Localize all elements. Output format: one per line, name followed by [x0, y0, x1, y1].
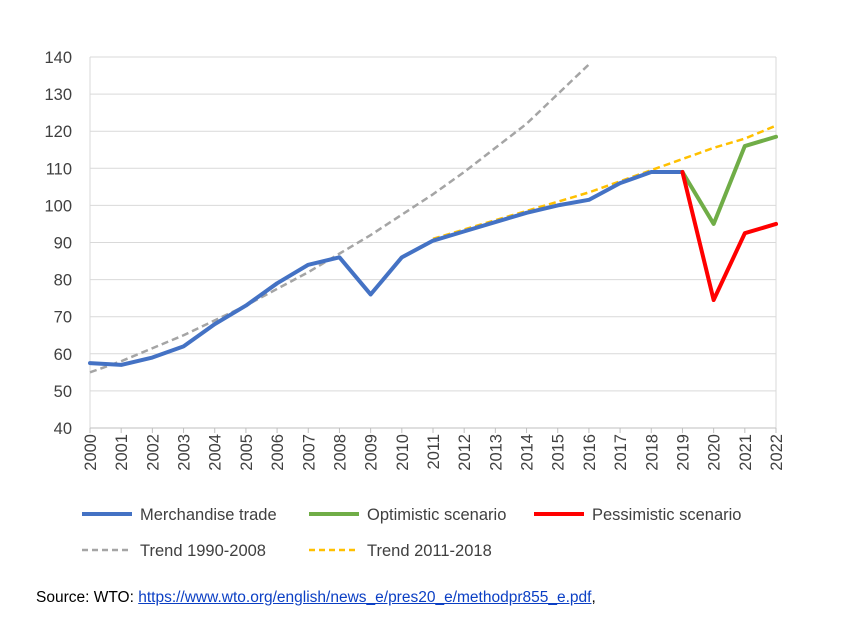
x-tick-label-2000: 2000: [82, 434, 100, 471]
x-tick-label-2022: 2022: [768, 434, 786, 471]
x-tick-label-2021: 2021: [737, 434, 755, 471]
legend-label-trend-2011-2018: Trend 2011-2018: [367, 542, 492, 560]
x-tick-label-2001: 2001: [113, 434, 131, 471]
y-tick-label-50: 50: [54, 383, 72, 401]
legend-label-trend-1990-2008: Trend 1990-2008: [140, 542, 266, 560]
x-tick-label-2003: 2003: [176, 434, 194, 471]
x-tick-label-2007: 2007: [300, 434, 318, 471]
source-link[interactable]: https://www.wto.org/english/news_e/pres2…: [138, 589, 592, 606]
x-tick-label-2002: 2002: [144, 434, 162, 471]
y-tick-label-70: 70: [54, 309, 72, 327]
y-tick-label-140: 140: [44, 49, 72, 67]
x-tick-label-2009: 2009: [363, 434, 381, 471]
legend-label-pessimistic-scenario: Pessimistic scenario: [592, 506, 741, 524]
x-tick-label-2015: 2015: [550, 434, 568, 471]
source-suffix: ,: [591, 589, 596, 606]
x-tick-label-2018: 2018: [643, 434, 661, 471]
y-tick-label-110: 110: [46, 160, 72, 178]
y-tick-label-40: 40: [54, 420, 72, 438]
series-line-pessimistic-scenario: [680, 170, 778, 302]
legend-item-merchandise-trade: Merchandise trade: [82, 506, 277, 524]
x-tick-label-2013: 2013: [487, 434, 505, 471]
x-tick-label-2019: 2019: [674, 434, 692, 471]
legend-item-trend-1990-2008: Trend 1990-2008: [82, 542, 266, 560]
x-tick-label-2017: 2017: [612, 434, 630, 471]
x-tick-label-2016: 2016: [581, 434, 599, 471]
x-tick-label-2010: 2010: [394, 434, 412, 471]
source-prefix: Source: WTO:: [36, 589, 139, 606]
y-tick-label-100: 100: [44, 197, 72, 215]
series-line-optimistic-scenario: [680, 134, 778, 226]
x-tick-label-2005: 2005: [238, 434, 256, 471]
y-tick-label-130: 130: [44, 86, 72, 104]
legend-item-trend-2011-2018: Trend 2011-2018: [309, 542, 492, 560]
legend-item-optimistic-scenario: Optimistic scenario: [309, 506, 506, 524]
y-tick-label-60: 60: [54, 346, 72, 364]
x-tick-label-2020: 2020: [706, 434, 724, 471]
series-line-trend-2011-2018: [432, 124, 777, 240]
series-line-trend-1990-2008: [89, 63, 590, 374]
x-tick-label-2006: 2006: [269, 434, 287, 471]
axes: 40 50 60 70 80 90 100 110 120 130 140 2000 2001 2002 2…: [44, 49, 786, 471]
legend: Merchandise trade Optimistic scenario Pe…: [82, 506, 741, 560]
series-lines: [88, 63, 778, 374]
source-note: Source: WTO: https://www.wto.org/english…: [36, 589, 596, 607]
x-tick-label-2012: 2012: [456, 434, 474, 471]
x-tick-label-2011: 2011: [425, 434, 443, 469]
x-tick-label-2004: 2004: [207, 434, 225, 471]
x-tick-label-2008: 2008: [331, 434, 349, 471]
y-tick-label-80: 80: [54, 272, 72, 290]
x-tick-label-2014: 2014: [519, 434, 537, 471]
y-tick-label-120: 120: [44, 123, 72, 141]
y-tick-label-90: 90: [54, 235, 72, 253]
series-line-merchandise-trade: [88, 170, 685, 367]
legend-label-merchandise-trade: Merchandise trade: [140, 506, 277, 524]
legend-item-pessimistic-scenario: Pessimistic scenario: [534, 506, 741, 524]
legend-label-optimistic-scenario: Optimistic scenario: [367, 506, 506, 524]
